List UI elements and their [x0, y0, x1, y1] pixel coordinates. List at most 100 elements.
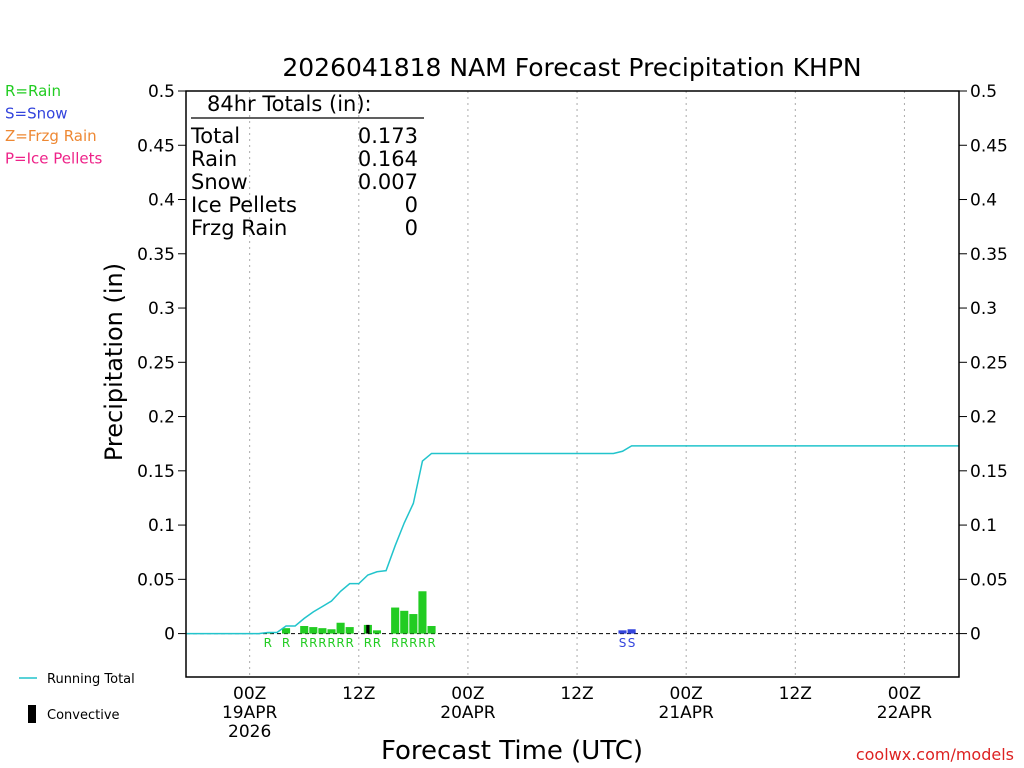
type-legend-entry: Z=Frzg Rain — [5, 127, 97, 145]
totals-box: 84hr Totals (in): Total 0.173 Rain 0.164 Sno… — [190, 92, 424, 240]
y-tick-label: 0.4 — [148, 191, 175, 211]
right-y-axis: 0 0.05 0.1 0.15 0.2 0.25 0.3 0.35 0.4 0.45 0.5 — [959, 82, 1008, 645]
totals-row-label: Rain — [191, 147, 237, 171]
y-tick-label-right: 0.35 — [970, 245, 1008, 265]
precip-type-letter: R — [300, 636, 308, 650]
y-tick-label-right: 0.45 — [970, 136, 1008, 156]
y-tick-label-right: 0.3 — [970, 299, 997, 319]
y-tick-label-right: 0.05 — [970, 570, 1008, 590]
precip-type-letter: R — [327, 636, 335, 650]
precip-type-letter: R — [336, 636, 344, 650]
totals-header: 84hr Totals (in): — [207, 92, 372, 116]
y-tick-label: 0.45 — [137, 136, 175, 156]
x-tick-label: 00Z — [888, 684, 921, 704]
y-tick-label: 0.25 — [137, 353, 175, 373]
running-total-line — [186, 445, 959, 635]
precip-bar — [372, 630, 382, 634]
y-tick-label: 0.1 — [148, 516, 175, 536]
precip-bar — [327, 629, 336, 634]
convective-bar — [366, 624, 370, 634]
precip-type-letter: R — [409, 636, 417, 650]
precip-bar — [627, 629, 636, 634]
y-tick-label-right: 0.25 — [970, 353, 1008, 373]
totals-row-label: Total — [190, 124, 240, 148]
series-legend-label: Convective — [47, 708, 120, 723]
x-tick-label: 12Z — [779, 684, 812, 704]
precip-bar — [400, 610, 409, 634]
y-tick-label: 0 — [164, 625, 175, 645]
x-tick-label: 12Z — [560, 684, 593, 704]
x-tick-label: 2026 — [228, 722, 271, 742]
precip-type-letter: R — [282, 636, 290, 650]
precip-type-letter: S — [619, 636, 627, 650]
totals-row-label: Frzg Rain — [191, 216, 287, 240]
totals-row-value: 0.173 — [358, 124, 418, 148]
series-legend-label: Running Total — [47, 672, 135, 687]
y-tick-label: 0.05 — [137, 570, 175, 590]
y-tick-label: 0.15 — [137, 462, 175, 482]
watermark: coolwx.com/models — [856, 745, 1014, 764]
x-tick-label: 00Z — [451, 684, 484, 704]
precip-bar — [318, 628, 327, 634]
y-tick-label-right: 0.15 — [970, 462, 1008, 482]
precip-type-letter: R — [309, 636, 317, 650]
x-tick-label: 12Z — [342, 684, 375, 704]
y-tick-label-right: 0.2 — [970, 408, 997, 428]
precip-type-legend: R=Rain S=Snow Z=Frzg Rain P=Ice Pellets — [5, 82, 102, 168]
type-legend-entry: R=Rain — [5, 82, 61, 100]
totals-row-label: Snow — [191, 170, 248, 194]
precip-bar — [345, 627, 354, 634]
left-y-axis: 0 0.05 0.1 0.15 0.2 0.25 0.3 0.35 0.4 0.45 0.5 — [137, 82, 186, 645]
series-legend: Running Total Convective — [19, 672, 135, 723]
totals-row-value: 0.007 — [358, 170, 418, 194]
precip-type-letter: R — [373, 636, 381, 650]
y-tick-label: 0.5 — [148, 82, 175, 102]
totals-row-value: 0.164 — [358, 147, 418, 171]
precip-type-letter: R — [400, 636, 408, 650]
type-legend-entry: S=Snow — [5, 105, 68, 123]
precip-type-letter: R — [364, 636, 372, 650]
totals-row-value: 0 — [405, 216, 418, 240]
precip-bar — [391, 607, 400, 634]
precip-type-letter: R — [318, 636, 326, 650]
precip-bar — [281, 628, 291, 634]
precip-bar — [409, 614, 418, 634]
precip-bar — [418, 591, 427, 634]
x-tick-label: 21APR — [659, 703, 715, 723]
y-tick-label-right: 0.4 — [970, 191, 997, 211]
x-tick-label: 00Z — [233, 684, 266, 704]
hourly-bars — [263, 591, 636, 634]
x-tick-label: 22APR — [877, 703, 933, 723]
y-tick-label-right: 0.5 — [970, 82, 997, 102]
x-axis-label: Forecast Time (UTC) — [381, 736, 643, 766]
precip-bar — [618, 630, 627, 634]
type-legend-entry: P=Ice Pellets — [5, 150, 102, 168]
precip-bar — [300, 625, 309, 634]
totals-rows: Total 0.173 Rain 0.164 Snow 0.007 Ice Pellets 0… — [190, 124, 418, 240]
y-tick-label-right: 0 — [970, 625, 981, 645]
x-tick-label: 19APR — [222, 703, 278, 723]
y-axis-label: Precipitation (in) — [100, 263, 128, 461]
totals-row-label: Ice Pellets — [191, 193, 297, 217]
x-tick-label: 20APR — [440, 703, 496, 723]
precip-bar — [427, 625, 436, 634]
chart-title: 2026041818 NAM Forecast Precipitation KH… — [282, 53, 861, 82]
precip-type-letter: S — [628, 636, 636, 650]
totals-row-value: 0 — [405, 193, 418, 217]
x-tick-label: 00Z — [670, 684, 703, 704]
precip-type-letter: R — [264, 636, 272, 650]
legend-bar-swatch — [28, 705, 36, 723]
precip-type-letter: R — [391, 636, 399, 650]
y-tick-label: 0.35 — [137, 245, 175, 265]
precip-bar — [336, 622, 345, 634]
precip-type-letter: R — [427, 636, 435, 650]
vertical-gridlines — [249, 91, 905, 677]
y-tick-label: 0.3 — [148, 299, 175, 319]
y-tick-label-right: 0.1 — [970, 516, 997, 536]
precip-type-letter: R — [346, 636, 354, 650]
y-tick-label: 0.2 — [148, 408, 175, 428]
